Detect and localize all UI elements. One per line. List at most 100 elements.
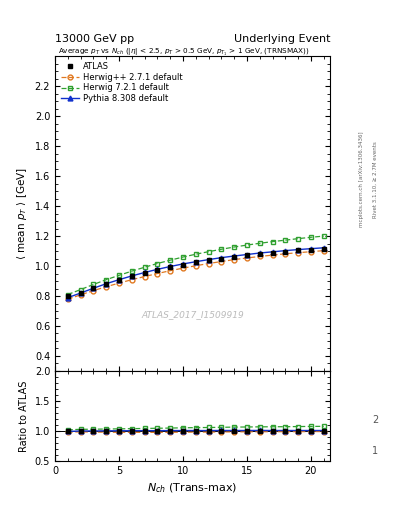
Herwig 7.2.1 default bbox=[219, 246, 224, 252]
Herwig 7.2.1 default bbox=[91, 282, 96, 288]
Herwig++ 2.7.1 default bbox=[129, 276, 134, 283]
Pythia 8.308 default bbox=[257, 250, 262, 256]
ATLAS bbox=[309, 246, 313, 252]
Herwig 7.2.1 default bbox=[181, 254, 185, 260]
ATLAS bbox=[117, 277, 121, 283]
Text: Rivet 3.1.10, ≥ 2.7M events: Rivet 3.1.10, ≥ 2.7M events bbox=[373, 141, 378, 218]
Pythia 8.308 default bbox=[155, 266, 160, 272]
Herwig 7.2.1 default bbox=[321, 233, 326, 239]
ATLAS bbox=[193, 260, 198, 266]
Herwig 7.2.1 default bbox=[104, 276, 108, 283]
Herwig++ 2.7.1 default bbox=[193, 263, 198, 269]
Pythia 8.308 default bbox=[206, 257, 211, 263]
ATLAS bbox=[296, 247, 301, 253]
Herwig 7.2.1 default bbox=[66, 291, 70, 297]
ATLAS bbox=[219, 255, 224, 262]
Pythia 8.308 default bbox=[91, 285, 96, 291]
Pythia 8.308 default bbox=[219, 254, 224, 261]
Text: Underlying Event: Underlying Event bbox=[233, 33, 330, 44]
Herwig++ 2.7.1 default bbox=[142, 273, 147, 280]
Herwig++ 2.7.1 default bbox=[117, 280, 121, 286]
Pythia 8.308 default bbox=[181, 261, 185, 267]
Text: mcplots.cern.ch [arXiv:1306.3436]: mcplots.cern.ch [arXiv:1306.3436] bbox=[359, 132, 364, 227]
ATLAS bbox=[129, 273, 134, 280]
ATLAS bbox=[181, 262, 185, 268]
Line: ATLAS: ATLAS bbox=[65, 246, 326, 299]
Herwig++ 2.7.1 default bbox=[257, 253, 262, 260]
ATLAS bbox=[155, 267, 160, 273]
Herwig 7.2.1 default bbox=[78, 287, 83, 293]
Pythia 8.308 default bbox=[168, 264, 173, 270]
Herwig 7.2.1 default bbox=[155, 261, 160, 267]
Text: ATLAS_2017_I1509919: ATLAS_2017_I1509919 bbox=[141, 310, 244, 319]
Pythia 8.308 default bbox=[66, 294, 70, 301]
Herwig 7.2.1 default bbox=[193, 251, 198, 258]
Pythia 8.308 default bbox=[270, 249, 275, 255]
ATLAS bbox=[78, 290, 83, 296]
ATLAS bbox=[270, 250, 275, 256]
Pythia 8.308 default bbox=[193, 259, 198, 265]
Line: Herwig 7.2.1 default: Herwig 7.2.1 default bbox=[65, 233, 326, 297]
Pythia 8.308 default bbox=[283, 247, 288, 253]
ATLAS bbox=[206, 258, 211, 264]
Herwig++ 2.7.1 default bbox=[321, 247, 326, 253]
Pythia 8.308 default bbox=[78, 290, 83, 296]
Legend: ATLAS, Herwig++ 2.7.1 default, Herwig 7.2.1 default, Pythia 8.308 default: ATLAS, Herwig++ 2.7.1 default, Herwig 7.… bbox=[59, 60, 184, 105]
Pythia 8.308 default bbox=[142, 269, 147, 275]
Herwig 7.2.1 default bbox=[296, 236, 301, 242]
Herwig 7.2.1 default bbox=[283, 237, 288, 243]
Pythia 8.308 default bbox=[321, 245, 326, 251]
Herwig++ 2.7.1 default bbox=[309, 249, 313, 255]
Herwig++ 2.7.1 default bbox=[91, 288, 96, 294]
ATLAS bbox=[257, 251, 262, 257]
Herwig++ 2.7.1 default bbox=[219, 259, 224, 265]
Herwig++ 2.7.1 default bbox=[232, 257, 237, 263]
Herwig 7.2.1 default bbox=[309, 234, 313, 240]
Herwig++ 2.7.1 default bbox=[66, 296, 70, 302]
Text: 1: 1 bbox=[372, 445, 378, 456]
ATLAS bbox=[232, 254, 237, 260]
Pythia 8.308 default bbox=[117, 276, 121, 283]
Herwig++ 2.7.1 default bbox=[244, 255, 249, 261]
Herwig++ 2.7.1 default bbox=[168, 268, 173, 274]
ATLAS bbox=[168, 264, 173, 270]
Herwig 7.2.1 default bbox=[117, 272, 121, 279]
Pythia 8.308 default bbox=[129, 273, 134, 279]
X-axis label: $N_{ch}$ (Trans-max): $N_{ch}$ (Trans-max) bbox=[147, 481, 238, 495]
ATLAS bbox=[142, 270, 147, 276]
ATLAS bbox=[104, 281, 108, 287]
Herwig 7.2.1 default bbox=[244, 242, 249, 248]
Line: Pythia 8.308 default: Pythia 8.308 default bbox=[65, 245, 326, 300]
Herwig 7.2.1 default bbox=[129, 268, 134, 274]
ATLAS bbox=[244, 252, 249, 259]
Herwig++ 2.7.1 default bbox=[296, 250, 301, 256]
Herwig++ 2.7.1 default bbox=[155, 270, 160, 276]
Herwig++ 2.7.1 default bbox=[283, 251, 288, 257]
Herwig++ 2.7.1 default bbox=[78, 292, 83, 298]
Text: Average $p_T$ vs $N_{ch}$ ($|\eta|$ < 2.5, $p_T$ > 0.5 GeV, $p_{T_1}$ > 1 GeV, (: Average $p_T$ vs $N_{ch}$ ($|\eta|$ < 2.… bbox=[58, 47, 309, 57]
Pythia 8.308 default bbox=[309, 246, 313, 252]
Pythia 8.308 default bbox=[296, 246, 301, 252]
Herwig 7.2.1 default bbox=[142, 264, 147, 270]
Herwig 7.2.1 default bbox=[206, 249, 211, 255]
Herwig 7.2.1 default bbox=[168, 257, 173, 263]
ATLAS bbox=[321, 246, 326, 252]
Pythia 8.308 default bbox=[232, 253, 237, 259]
Pythia 8.308 default bbox=[244, 251, 249, 258]
Line: Herwig++ 2.7.1 default: Herwig++ 2.7.1 default bbox=[65, 248, 326, 302]
Pythia 8.308 default bbox=[104, 281, 108, 287]
Herwig++ 2.7.1 default bbox=[206, 261, 211, 267]
Text: 2: 2 bbox=[372, 415, 378, 425]
Y-axis label: $\langle$ mean $p_T$ $\rangle$ [GeV]: $\langle$ mean $p_T$ $\rangle$ [GeV] bbox=[15, 167, 29, 260]
Herwig++ 2.7.1 default bbox=[104, 284, 108, 290]
Herwig 7.2.1 default bbox=[257, 240, 262, 246]
ATLAS bbox=[283, 248, 288, 254]
Y-axis label: Ratio to ATLAS: Ratio to ATLAS bbox=[19, 380, 29, 452]
Text: 13000 GeV pp: 13000 GeV pp bbox=[55, 33, 134, 44]
Herwig 7.2.1 default bbox=[232, 244, 237, 250]
ATLAS bbox=[66, 293, 70, 300]
Herwig++ 2.7.1 default bbox=[181, 265, 185, 271]
Herwig++ 2.7.1 default bbox=[270, 252, 275, 258]
Herwig 7.2.1 default bbox=[270, 239, 275, 245]
ATLAS bbox=[91, 285, 96, 291]
